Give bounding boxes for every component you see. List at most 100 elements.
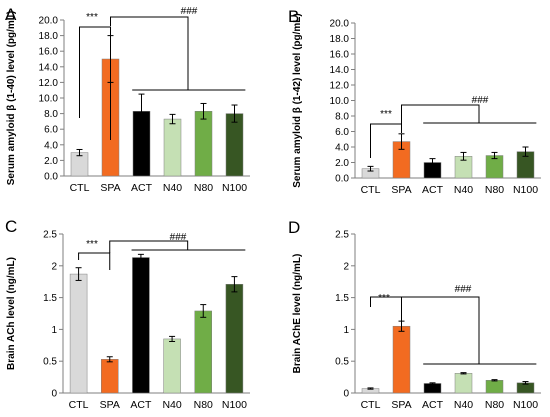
significance-bracket-spa-group <box>110 16 189 90</box>
x-tick-label: CTL <box>361 399 381 411</box>
x-tick-label: CTL <box>361 184 381 196</box>
x-tick-label: N100 <box>222 182 247 194</box>
bar-spa <box>392 325 411 394</box>
y-tick-label: 6.0 <box>44 125 58 136</box>
panel-letter: C <box>5 217 17 236</box>
y-tick-label: 2.0 <box>44 156 58 167</box>
y-tick-label: 4.0 <box>44 140 58 151</box>
chart-panel-c: C 0 0.5 1 1.5 2 2.5 Brain ACh level (ng/mL) CTL S… <box>5 217 250 411</box>
bar-act <box>423 383 442 394</box>
x-tick-label: N80 <box>485 399 504 411</box>
significance-bracket-ctl-spa <box>78 252 111 270</box>
y-tick-label: 14.0 <box>330 65 350 76</box>
significance-label-ctl: *** <box>86 239 98 250</box>
y-tick-label: 2.5 <box>335 230 349 241</box>
y-tick-label: 16.0 <box>330 50 350 61</box>
x-tick-label: CTL <box>70 182 90 194</box>
y-tick-label: 1.5 <box>335 293 349 304</box>
bar-n100 <box>225 113 244 177</box>
y-axis-label: Serum amyloid β (1-42) level (pg/mL) <box>292 13 303 187</box>
x-tick-label: N40 <box>454 184 473 196</box>
significance-bracket-ctl-spa <box>370 296 402 327</box>
x-tick-label: ACT <box>422 399 444 411</box>
significance-label-group: ### <box>181 6 198 17</box>
x-tick-label: ACT <box>131 182 153 194</box>
significance-bracket-spa-group <box>401 104 480 124</box>
y-tick-label: 0 <box>343 389 349 400</box>
y-tick-label: 6.0 <box>335 127 349 138</box>
significance-label-ctl: *** <box>380 109 392 120</box>
y-tick-label: 12.0 <box>330 81 350 92</box>
x-tick-label: N80 <box>194 399 213 411</box>
bar-n40 <box>163 118 182 177</box>
x-tick-label: ACT <box>422 184 444 196</box>
y-axis-label: Serum amyloid β (1-40) level (pg/mL) <box>6 11 17 185</box>
y-tick-label: 1 <box>51 325 57 336</box>
x-tick-label: SPA <box>391 399 411 411</box>
x-tick-label: N40 <box>163 182 182 194</box>
y-tick-label: 10.0 <box>330 96 350 107</box>
y-tick-label: 12.0 <box>39 78 59 89</box>
significance-bracket-spa-group <box>109 240 189 253</box>
y-tick-label: 0.5 <box>43 357 57 368</box>
significance-label-ctl: *** <box>378 293 390 304</box>
bar-n80 <box>194 310 212 394</box>
y-tick-label: 0.5 <box>335 357 349 368</box>
y-tick-label: 4.0 <box>335 143 349 154</box>
x-tick-label: N80 <box>485 184 504 196</box>
y-tick-label: 2.5 <box>43 230 57 241</box>
chart-panel-b: B 0.0 2.0 4.0 6.0 8.0 10.0 12.0 14.0 16.0 18.0 20.0… <box>288 7 541 196</box>
bar-n100 <box>225 283 244 394</box>
y-tick-label: 18.0 <box>330 34 350 45</box>
x-tick-label: N100 <box>222 399 247 411</box>
panel-letter: A <box>5 5 17 24</box>
y-tick-label: 2 <box>343 261 349 272</box>
panel-letter: B <box>288 7 299 26</box>
x-tick-label: SPA <box>100 182 120 194</box>
chart-panel-d: D 0 0.5 1 1.5 2 2.5 Brain AChE level (ng/mL) CTL… <box>288 218 541 411</box>
y-axis-label: Brain AChE level (ng/mL) <box>292 254 303 374</box>
significance-bracket-ctl-spa <box>79 26 111 140</box>
panel-letter: D <box>288 218 300 237</box>
chart-panel-a: A 0.0 2.0 4.0 6.0 8.0 10.0 12.0 14.0 16.0 18.0 20.0… <box>5 5 250 194</box>
x-tick-label: N100 <box>513 399 538 411</box>
x-tick-label: SPA <box>391 184 411 196</box>
y-tick-label: 0 <box>51 389 57 400</box>
bar-n40 <box>454 373 473 394</box>
significance-label-group: ### <box>455 284 472 295</box>
bar-n40 <box>163 338 181 394</box>
y-tick-label: 18.0 <box>39 31 59 42</box>
y-tick-label: 2 <box>51 261 57 272</box>
x-tick-label: ACT <box>130 399 152 411</box>
x-tick-label: N40 <box>454 399 473 411</box>
y-tick-label: 1 <box>343 325 349 336</box>
significance-label-ctl: *** <box>86 12 98 23</box>
y-tick-label: 1.5 <box>43 293 57 304</box>
significance-bracket-spa-group <box>401 296 480 364</box>
bar-n80 <box>194 111 213 177</box>
x-tick-label: N100 <box>513 184 538 196</box>
significance-label-group: ### <box>170 232 187 243</box>
y-tick-label: 0.0 <box>335 174 349 185</box>
y-tick-label: 16.0 <box>39 47 59 58</box>
x-tick-label: N40 <box>162 399 181 411</box>
bar-act <box>132 257 150 394</box>
y-tick-label: 2.0 <box>335 158 349 169</box>
y-tick-label: 20.0 <box>39 16 59 27</box>
y-tick-label: 10.0 <box>39 94 59 105</box>
y-tick-label: 8.0 <box>44 109 58 120</box>
y-tick-label: 20.0 <box>330 19 350 30</box>
significance-bracket-ctl-spa <box>370 123 402 158</box>
x-tick-label: CTL <box>69 399 89 411</box>
bar-spa <box>101 359 119 394</box>
y-axis-label: Brain ACh level (ng/mL) <box>6 257 17 370</box>
y-tick-label: 8.0 <box>335 112 349 123</box>
y-tick-label: 0.0 <box>44 172 58 183</box>
bar-ctl <box>69 273 88 394</box>
x-tick-label: N80 <box>194 182 213 194</box>
x-tick-label: SPA <box>100 399 120 411</box>
significance-label-group: ### <box>472 95 489 106</box>
bar-n80 <box>485 380 504 394</box>
y-tick-label: 14.0 <box>39 62 59 73</box>
